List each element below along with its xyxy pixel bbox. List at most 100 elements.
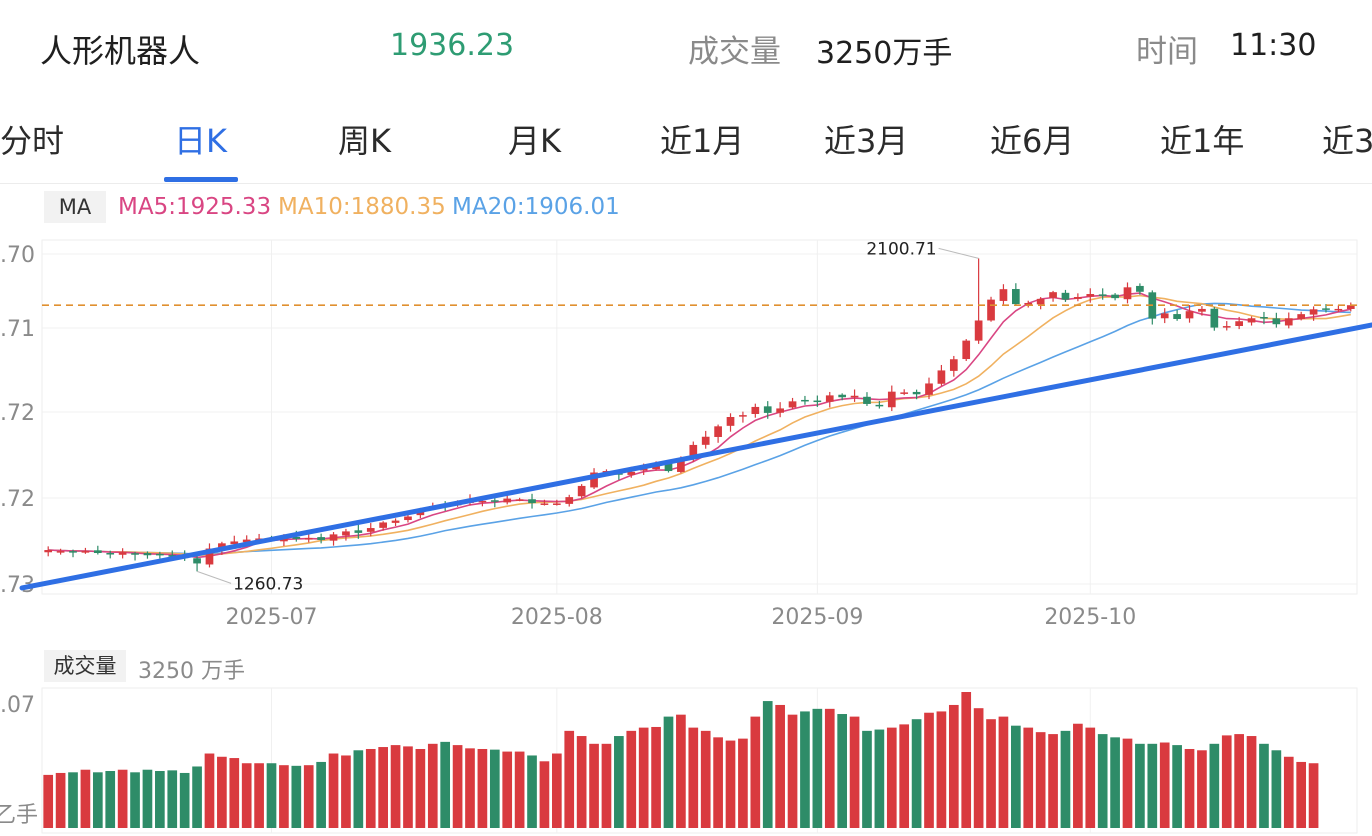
candle-body xyxy=(925,383,933,395)
candle-body xyxy=(366,528,375,532)
tab-1-month[interactable]: 近1月 xyxy=(660,122,745,160)
candle xyxy=(863,392,871,406)
tab-6-months[interactable]: 近6月 xyxy=(990,122,1075,160)
candle xyxy=(1086,288,1095,303)
volume-bar xyxy=(775,704,785,828)
volume-bar xyxy=(961,692,972,828)
volume-bar xyxy=(713,737,723,828)
candle xyxy=(1123,282,1132,304)
candle xyxy=(304,534,313,543)
volume-bar xyxy=(626,730,637,828)
period-tabs: 分时 日K 周K 月K 近1月 近3月 近6月 近1年 近3 xyxy=(0,96,1372,184)
candle-body xyxy=(664,463,673,472)
candle xyxy=(949,355,958,377)
volume-bar xyxy=(489,749,500,828)
tab-monthly-k[interactable]: 月K xyxy=(508,122,561,160)
candle xyxy=(515,497,524,502)
ma-indicator-button[interactable]: MA xyxy=(44,191,106,223)
candle-body xyxy=(1334,308,1343,311)
candle xyxy=(1098,288,1107,300)
candle xyxy=(1173,309,1181,321)
volume-bar xyxy=(1085,727,1096,828)
tab-3-years[interactable]: 近3 xyxy=(1322,122,1372,160)
candle-body xyxy=(490,500,499,502)
volume-bar xyxy=(80,769,91,828)
tab-1-year[interactable]: 近1年 xyxy=(1160,122,1245,160)
candle-body xyxy=(540,503,549,505)
candle-body xyxy=(205,548,214,565)
candle-body xyxy=(1086,294,1095,297)
candle-body xyxy=(1210,308,1219,328)
volume-bar xyxy=(824,708,835,828)
candle-body xyxy=(739,415,747,417)
candle xyxy=(1111,293,1119,301)
candle xyxy=(813,395,822,407)
volume-bar xyxy=(92,772,103,828)
volume-bar xyxy=(1110,737,1120,828)
candle-body xyxy=(1036,298,1045,305)
candle-body xyxy=(887,391,896,408)
candle xyxy=(887,385,896,412)
volume-bar xyxy=(353,750,364,828)
candle xyxy=(912,389,921,400)
max-price-label: 2100.71 xyxy=(866,239,936,259)
volume-chart[interactable]: .07 乙手 xyxy=(0,686,1372,836)
volume-bar xyxy=(1073,723,1083,828)
tab-3-months[interactable]: 近3月 xyxy=(824,122,909,160)
candle-body xyxy=(552,503,561,505)
candle-body xyxy=(1322,308,1330,310)
candle xyxy=(106,550,115,559)
candle xyxy=(900,389,909,396)
candle-body xyxy=(1024,302,1033,305)
candle-body xyxy=(627,471,636,475)
candle-body xyxy=(1272,318,1281,325)
volume-bar xyxy=(998,716,1009,828)
volume-bar xyxy=(192,766,202,828)
volume-bar xyxy=(564,730,575,828)
candle-body xyxy=(379,522,388,528)
candle xyxy=(701,430,710,449)
volume-bar xyxy=(601,743,612,828)
candle xyxy=(317,533,325,544)
volume-bar xyxy=(1060,730,1071,828)
volume-bar xyxy=(688,727,699,828)
candle xyxy=(825,391,834,408)
candle xyxy=(1074,293,1082,302)
tab-daily-k[interactable]: 日K xyxy=(174,122,227,160)
volume-bar xyxy=(663,716,674,828)
candle xyxy=(726,413,735,432)
candle-body xyxy=(1123,287,1132,300)
candle-body xyxy=(143,553,152,556)
candle xyxy=(143,551,152,559)
volume-bar xyxy=(241,763,252,828)
volume-bar xyxy=(862,730,872,828)
x-tick-label: 2025-09 xyxy=(771,605,863,630)
volume-bar xyxy=(254,763,264,828)
volume-bar xyxy=(527,755,537,828)
volume-bar xyxy=(465,748,475,828)
candle xyxy=(44,546,53,557)
volume-bar xyxy=(614,736,624,828)
tab-weekly-k[interactable]: 周K xyxy=(338,122,391,160)
candle-body xyxy=(590,472,598,488)
volume-indicator-button[interactable]: 成交量 xyxy=(44,650,126,682)
candle xyxy=(850,389,859,402)
candle-body xyxy=(987,299,995,321)
volume-bar xyxy=(477,748,488,828)
candle xyxy=(1185,305,1194,323)
volume-bar xyxy=(800,711,810,828)
tab-intraday[interactable]: 分时 xyxy=(0,122,65,160)
volume-bar xyxy=(762,701,773,828)
candle-body xyxy=(404,516,412,521)
candle xyxy=(1297,311,1306,321)
candle-body xyxy=(875,404,884,407)
candle xyxy=(1309,306,1318,321)
candle xyxy=(788,397,797,409)
x-tick-label: 2025-08 xyxy=(511,605,603,630)
candle xyxy=(118,548,127,559)
volume-bar xyxy=(936,711,947,828)
volume-bar xyxy=(1147,743,1158,828)
candle xyxy=(838,393,847,401)
candle-body xyxy=(1222,326,1231,328)
